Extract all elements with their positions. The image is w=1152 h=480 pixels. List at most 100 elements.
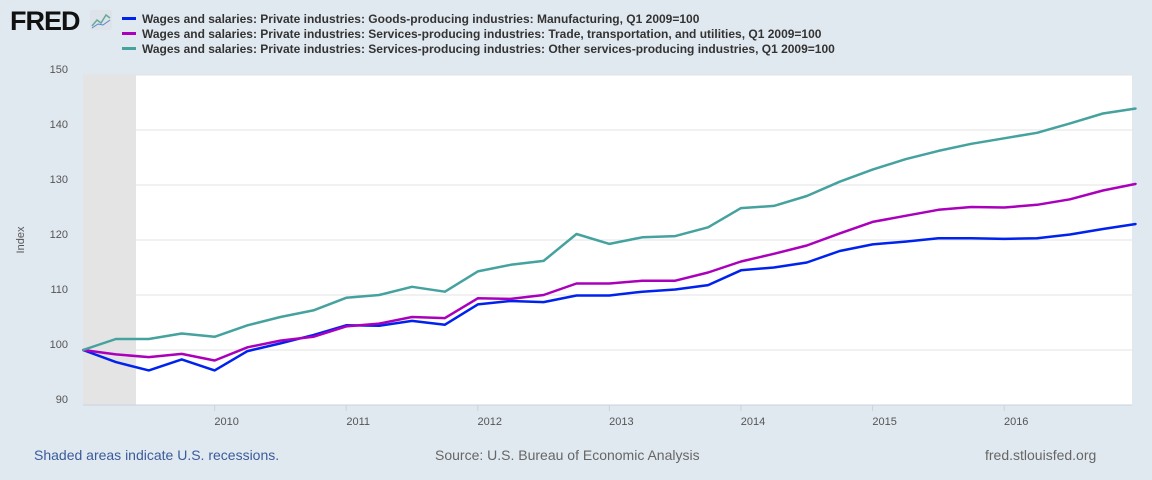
data-point xyxy=(542,294,545,296)
data-point xyxy=(608,294,611,297)
data-point xyxy=(1069,233,1071,236)
legend-swatch xyxy=(122,32,136,35)
data-point xyxy=(542,259,545,262)
data-point xyxy=(575,294,578,297)
data-point xyxy=(476,297,479,300)
fred-logo[interactable]: FRED xyxy=(10,6,80,36)
data-point xyxy=(509,297,512,300)
data-point xyxy=(608,282,611,285)
data-point xyxy=(1003,206,1006,209)
data-point xyxy=(904,158,907,161)
data-point xyxy=(641,279,644,282)
data-point xyxy=(1069,122,1071,125)
data-point xyxy=(345,296,348,299)
data-point xyxy=(443,317,446,320)
site-link[interactable]: fred.stlouisfed.org xyxy=(985,447,1097,463)
legend-item-manufacturing[interactable]: Wages and salaries: Private industries: … xyxy=(122,11,835,26)
data-point xyxy=(871,243,874,246)
x-tick-label: 2010 xyxy=(214,416,238,428)
data-point xyxy=(213,359,216,362)
legend-label: Wages and salaries: Private industries: … xyxy=(142,11,700,26)
data-point xyxy=(180,352,183,355)
data-point xyxy=(279,316,282,318)
x-tick-label: 2011 xyxy=(346,416,370,428)
data-point xyxy=(1069,198,1071,201)
data-point xyxy=(476,303,479,306)
data-point xyxy=(1003,137,1006,140)
data-point xyxy=(509,300,512,303)
legend-swatch xyxy=(122,17,136,20)
recession-note[interactable]: Shaded areas indicate U.S. recessions. xyxy=(34,447,280,463)
x-tick-label: 2012 xyxy=(478,416,502,428)
data-point xyxy=(838,180,841,183)
x-tick-label: 2013 xyxy=(609,416,633,428)
data-point xyxy=(1036,203,1039,206)
source-note[interactable]: Source: U.S. Bureau of Economic Analysis xyxy=(435,447,700,463)
data-point xyxy=(740,260,742,263)
data-point xyxy=(279,339,282,342)
data-point xyxy=(608,242,611,245)
data-point xyxy=(114,338,117,340)
data-point xyxy=(147,356,150,359)
data-point xyxy=(904,240,907,243)
data-point xyxy=(805,195,808,197)
data-point xyxy=(1101,112,1104,115)
data-point xyxy=(1003,237,1006,240)
data-point xyxy=(740,269,742,272)
data-point xyxy=(180,332,183,335)
y-tick-label: 140 xyxy=(50,119,68,131)
data-point xyxy=(312,309,315,312)
data-point xyxy=(674,288,677,291)
y-tick-label: 90 xyxy=(56,394,68,406)
data-point xyxy=(772,204,775,207)
chart-logo-icon xyxy=(90,10,112,30)
data-point xyxy=(641,290,644,293)
data-point xyxy=(279,342,282,345)
data-point xyxy=(674,279,677,282)
y-tick-label: 100 xyxy=(50,339,68,351)
data-point xyxy=(1036,237,1039,240)
legend: Wages and salaries: Private industries: … xyxy=(122,11,835,56)
data-point xyxy=(575,282,578,285)
data-point xyxy=(1134,107,1137,110)
x-tick-label: 2014 xyxy=(741,416,765,428)
data-point xyxy=(1134,182,1137,185)
data-point xyxy=(345,325,348,328)
legend-label: Wages and salaries: Private industries: … xyxy=(142,26,822,41)
y-axis-label: Index xyxy=(15,226,27,253)
plot-area: 90 100 110 120 130 140 150 2010 2011 2012 2013 2014… xyxy=(15,64,1137,428)
legend-item-other-services[interactable]: Wages and salaries: Private industries: … xyxy=(122,41,835,56)
x-tick-label: 2016 xyxy=(1004,416,1028,428)
data-point xyxy=(772,266,775,269)
data-point xyxy=(411,319,413,322)
y-tick-label: 110 xyxy=(50,284,68,296)
data-point xyxy=(970,142,973,145)
data-point xyxy=(378,324,381,327)
legend-item-trade[interactable]: Wages and salaries: Private industries: … xyxy=(122,26,835,41)
data-point xyxy=(542,301,545,304)
data-point xyxy=(1036,131,1039,134)
data-point xyxy=(937,237,940,240)
data-point xyxy=(970,206,973,208)
data-point xyxy=(443,290,446,293)
data-point xyxy=(707,226,710,229)
y-tick-label: 150 xyxy=(50,64,68,76)
data-point xyxy=(443,323,446,326)
data-point xyxy=(1134,223,1137,226)
legend-label: Wages and salaries: Private industries: … xyxy=(142,41,835,56)
data-point xyxy=(838,232,841,235)
y-tick-label: 130 xyxy=(50,174,68,186)
data-point xyxy=(575,232,578,235)
data-point xyxy=(871,220,874,223)
legend-swatch xyxy=(122,47,136,50)
data-point xyxy=(707,271,710,274)
data-point xyxy=(805,261,808,264)
data-point xyxy=(147,338,150,340)
data-point xyxy=(411,316,413,318)
data-point xyxy=(772,252,775,255)
data-point xyxy=(1101,228,1104,230)
data-point xyxy=(904,214,907,217)
data-point xyxy=(213,335,216,338)
data-point xyxy=(509,263,512,266)
